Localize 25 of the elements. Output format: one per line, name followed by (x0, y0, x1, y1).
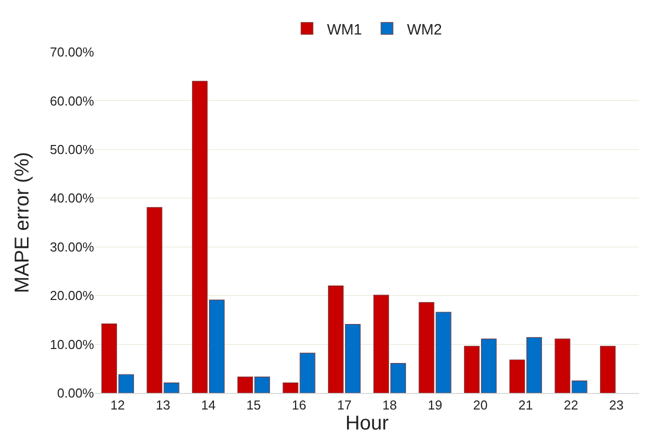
x-tick-label: 12 (110, 398, 125, 413)
x-tick-label: 23 (609, 398, 624, 413)
legend-label: WM1 (327, 21, 362, 38)
x-tick-label: 21 (518, 398, 533, 413)
x-tick-label: 20 (473, 398, 488, 413)
x-tick-label: 22 (564, 398, 578, 413)
x-tick-label: 15 (246, 398, 261, 413)
y-tick-label: 10.00% (50, 336, 94, 352)
y-tick-label: 40.00% (50, 190, 94, 206)
x-tick-label: 13 (156, 398, 170, 413)
y-tick-label: 70.00% (50, 44, 94, 60)
x-tick-label: 19 (428, 398, 442, 413)
bar (600, 346, 616, 393)
x-axis-title: Hour (345, 412, 390, 435)
y-axis-title: MAPE error (%) (11, 152, 34, 294)
x-tick-label: 14 (201, 398, 216, 413)
x-tick-label: 17 (337, 398, 352, 413)
y-tick-label: 0.00% (57, 386, 94, 401)
y-tick-label: 60.00% (50, 93, 94, 108)
x-tick-label: 16 (292, 398, 306, 413)
y-tick-label: 50.00% (50, 142, 94, 157)
y-tick-label: 20.00% (50, 288, 94, 304)
legend-label: WM2 (407, 21, 442, 38)
x-tick-label: 18 (382, 398, 397, 413)
y-tick-label: 30.00% (50, 239, 94, 254)
